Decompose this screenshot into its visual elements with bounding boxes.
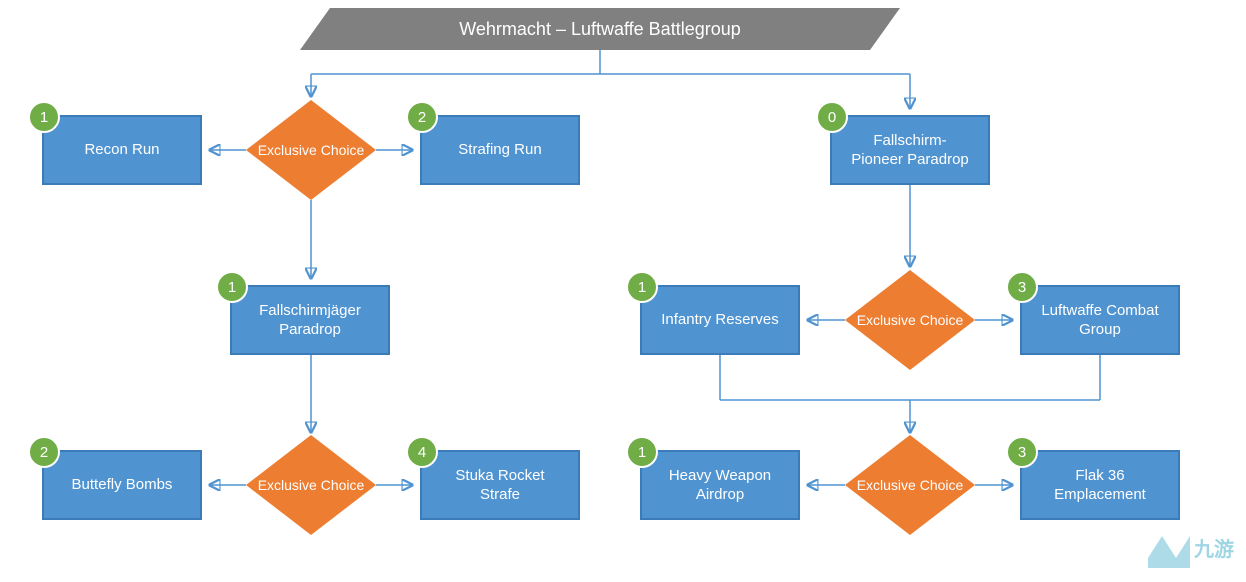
badge-stuka: 4 xyxy=(406,436,438,468)
choice-diamond-1: Exclusive Choice xyxy=(246,100,376,200)
node-stuka-rocket: Stuka RocketStrafe xyxy=(420,450,580,520)
diamond-label: Exclusive Choice xyxy=(258,477,365,494)
badge-value: 1 xyxy=(228,279,236,296)
badge-strafing-run: 2 xyxy=(406,101,438,133)
badge-recon-run: 1 xyxy=(28,101,60,133)
diamond-label: Exclusive Choice xyxy=(857,477,964,494)
node-luftwaffe-combat-group: Luftwaffe CombatGroup xyxy=(1020,285,1180,355)
badge-value: 2 xyxy=(418,109,426,126)
badge-value: 1 xyxy=(638,279,646,296)
watermark-text: 九游 xyxy=(1193,537,1234,561)
node-label: Buttefly Bombs xyxy=(72,475,173,495)
watermark-logo: 九游 xyxy=(1144,528,1236,576)
badge-value: 3 xyxy=(1018,279,1026,296)
badge-buttefly: 2 xyxy=(28,436,60,468)
badge-heavy-weapon: 1 xyxy=(626,436,658,468)
choice-diamond-2: Exclusive Choice xyxy=(246,435,376,535)
node-label: Fallschirm-Pioneer Paradrop xyxy=(851,131,969,170)
node-label: Strafing Run xyxy=(458,140,541,160)
node-flak36: Flak 36Emplacement xyxy=(1020,450,1180,520)
badge-value: 1 xyxy=(638,444,646,461)
badge-value: 4 xyxy=(418,444,426,461)
badge-pioneer: 0 xyxy=(816,101,848,133)
diamond-label: Exclusive Choice xyxy=(857,312,964,329)
badge-value: 3 xyxy=(1018,444,1026,461)
badge-infantry-reserves: 1 xyxy=(626,271,658,303)
node-buttefly-bombs: Buttefly Bombs xyxy=(42,450,202,520)
node-label: FallschirmjägerParadrop xyxy=(259,301,361,340)
header-label: Wehrmacht – Luftwaffe Battlegroup xyxy=(459,19,741,40)
diamond-label: Exclusive Choice xyxy=(258,142,365,159)
node-label: Luftwaffe CombatGroup xyxy=(1041,301,1158,340)
node-label: Stuka RocketStrafe xyxy=(455,466,544,505)
node-pioneer-paradrop: Fallschirm-Pioneer Paradrop xyxy=(830,115,990,185)
node-label: Flak 36Emplacement xyxy=(1054,466,1146,505)
badge-fallschirmjager: 1 xyxy=(216,271,248,303)
badge-value: 1 xyxy=(40,109,48,126)
node-label: Infantry Reserves xyxy=(661,310,779,330)
node-label: Heavy WeaponAirdrop xyxy=(669,466,771,505)
node-label: Recon Run xyxy=(84,140,159,160)
node-heavy-weapon-airdrop: Heavy WeaponAirdrop xyxy=(640,450,800,520)
choice-diamond-3: Exclusive Choice xyxy=(845,270,975,370)
node-strafing-run: Strafing Run xyxy=(420,115,580,185)
badge-value: 0 xyxy=(828,109,836,126)
badge-flak36: 3 xyxy=(1006,436,1038,468)
choice-diamond-4: Exclusive Choice xyxy=(845,435,975,535)
badge-combat-group: 3 xyxy=(1006,271,1038,303)
node-fallschirmjager-paradrop: FallschirmjägerParadrop xyxy=(230,285,390,355)
node-recon-run: Recon Run xyxy=(42,115,202,185)
node-infantry-reserves: Infantry Reserves xyxy=(640,285,800,355)
badge-value: 2 xyxy=(40,444,48,461)
header-title: Wehrmacht – Luftwaffe Battlegroup xyxy=(300,8,900,50)
